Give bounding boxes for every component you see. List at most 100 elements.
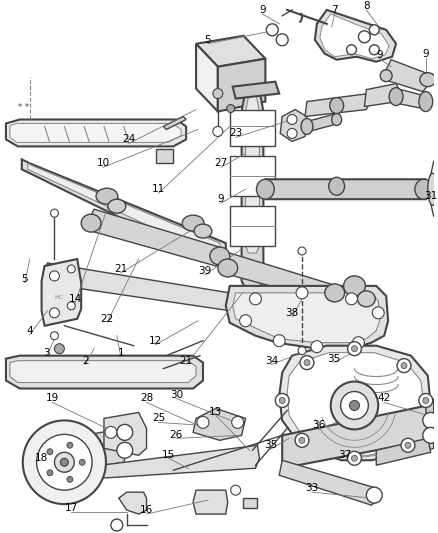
Circle shape bbox=[213, 126, 223, 136]
Text: 30: 30 bbox=[170, 391, 183, 400]
Text: 27: 27 bbox=[214, 158, 227, 168]
Circle shape bbox=[296, 287, 308, 299]
Circle shape bbox=[311, 341, 323, 353]
Ellipse shape bbox=[415, 179, 433, 199]
Circle shape bbox=[353, 337, 364, 349]
Text: 11: 11 bbox=[152, 184, 165, 194]
Text: 13: 13 bbox=[209, 407, 223, 417]
Text: 23: 23 bbox=[229, 128, 242, 139]
Ellipse shape bbox=[96, 188, 118, 204]
Circle shape bbox=[331, 382, 378, 430]
Polygon shape bbox=[287, 353, 424, 455]
Circle shape bbox=[250, 293, 261, 305]
Text: 36: 36 bbox=[312, 421, 325, 430]
Polygon shape bbox=[84, 209, 226, 266]
Text: 10: 10 bbox=[96, 158, 110, 168]
Ellipse shape bbox=[108, 199, 126, 213]
Text: HC: HC bbox=[55, 295, 64, 300]
Text: 9: 9 bbox=[218, 194, 224, 204]
Polygon shape bbox=[230, 156, 275, 196]
Ellipse shape bbox=[194, 224, 212, 238]
Text: 35: 35 bbox=[327, 353, 340, 364]
Ellipse shape bbox=[332, 114, 342, 125]
Text: 33: 33 bbox=[305, 483, 318, 493]
Circle shape bbox=[67, 442, 73, 448]
Circle shape bbox=[79, 459, 85, 465]
Ellipse shape bbox=[325, 284, 345, 302]
Text: 42: 42 bbox=[378, 393, 391, 403]
Text: 26: 26 bbox=[170, 430, 183, 440]
Text: 8: 8 bbox=[363, 1, 370, 11]
Text: 15: 15 bbox=[162, 450, 175, 461]
Ellipse shape bbox=[380, 70, 392, 82]
Text: 19: 19 bbox=[46, 393, 59, 403]
Polygon shape bbox=[233, 82, 279, 99]
Ellipse shape bbox=[257, 179, 274, 199]
Circle shape bbox=[54, 453, 74, 472]
Circle shape bbox=[346, 45, 357, 55]
Polygon shape bbox=[246, 96, 259, 253]
Circle shape bbox=[401, 362, 407, 369]
Polygon shape bbox=[384, 60, 428, 92]
Circle shape bbox=[346, 293, 357, 305]
Text: 18: 18 bbox=[35, 453, 48, 463]
Polygon shape bbox=[230, 109, 275, 147]
Circle shape bbox=[117, 424, 133, 440]
Text: 14: 14 bbox=[69, 294, 82, 304]
Text: 3: 3 bbox=[43, 348, 50, 358]
Circle shape bbox=[304, 360, 310, 366]
Polygon shape bbox=[242, 90, 263, 289]
Polygon shape bbox=[28, 163, 220, 249]
Circle shape bbox=[232, 416, 244, 429]
Circle shape bbox=[352, 346, 357, 352]
Circle shape bbox=[299, 438, 305, 443]
Text: 9: 9 bbox=[259, 5, 266, 15]
Circle shape bbox=[23, 421, 106, 504]
Polygon shape bbox=[119, 492, 147, 514]
Polygon shape bbox=[279, 461, 378, 505]
Polygon shape bbox=[398, 90, 428, 109]
Text: 25: 25 bbox=[152, 414, 165, 423]
Circle shape bbox=[397, 359, 411, 373]
Circle shape bbox=[50, 209, 58, 217]
Polygon shape bbox=[163, 117, 186, 130]
Polygon shape bbox=[10, 361, 196, 383]
Circle shape bbox=[105, 426, 117, 438]
Text: 5: 5 bbox=[21, 274, 28, 284]
Text: 9: 9 bbox=[423, 49, 429, 59]
Text: 5: 5 bbox=[205, 35, 211, 45]
Circle shape bbox=[37, 434, 92, 490]
Text: 7: 7 bbox=[332, 5, 338, 15]
Text: 12: 12 bbox=[149, 336, 162, 346]
Text: 34: 34 bbox=[265, 356, 278, 366]
Circle shape bbox=[197, 416, 209, 429]
Circle shape bbox=[298, 247, 306, 255]
Text: 17: 17 bbox=[65, 503, 78, 513]
Polygon shape bbox=[22, 159, 226, 256]
Text: 24: 24 bbox=[122, 134, 135, 144]
Polygon shape bbox=[10, 124, 181, 142]
Circle shape bbox=[47, 470, 53, 476]
Polygon shape bbox=[307, 114, 339, 132]
Polygon shape bbox=[280, 109, 307, 141]
Ellipse shape bbox=[329, 177, 345, 195]
Ellipse shape bbox=[343, 276, 365, 296]
Ellipse shape bbox=[218, 259, 238, 277]
Text: 22: 22 bbox=[100, 314, 113, 324]
Ellipse shape bbox=[357, 291, 375, 307]
Circle shape bbox=[358, 31, 370, 43]
Circle shape bbox=[348, 342, 361, 356]
Text: 21: 21 bbox=[180, 356, 193, 366]
Text: 16: 16 bbox=[140, 505, 153, 515]
Polygon shape bbox=[233, 293, 380, 343]
Polygon shape bbox=[42, 263, 339, 326]
Circle shape bbox=[405, 442, 411, 448]
Circle shape bbox=[50, 332, 58, 340]
Polygon shape bbox=[223, 253, 337, 303]
Circle shape bbox=[300, 356, 314, 369]
Polygon shape bbox=[243, 498, 258, 508]
Circle shape bbox=[111, 519, 123, 531]
Circle shape bbox=[67, 302, 75, 310]
Polygon shape bbox=[196, 44, 218, 111]
Circle shape bbox=[276, 34, 288, 46]
